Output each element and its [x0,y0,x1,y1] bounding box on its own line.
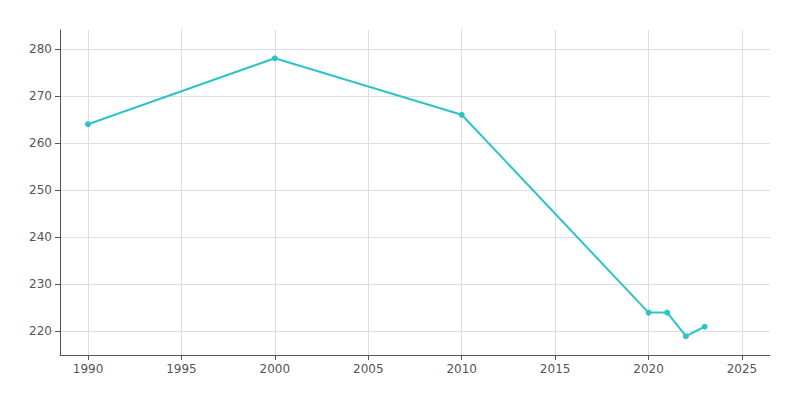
svg-text:280: 280 [29,42,52,56]
svg-text:230: 230 [29,277,52,291]
svg-text:1990: 1990 [73,362,104,376]
svg-text:250: 250 [29,183,52,197]
svg-text:2000: 2000 [260,362,291,376]
svg-text:220: 220 [29,324,52,338]
svg-text:240: 240 [29,230,52,244]
svg-text:2025: 2025 [727,362,758,376]
svg-text:2010: 2010 [446,362,477,376]
svg-text:2005: 2005 [353,362,384,376]
svg-text:1995: 1995 [166,362,197,376]
svg-text:260: 260 [29,136,52,150]
svg-text:270: 270 [29,89,52,103]
svg-text:2020: 2020 [633,362,664,376]
svg-text:2015: 2015 [540,362,571,376]
